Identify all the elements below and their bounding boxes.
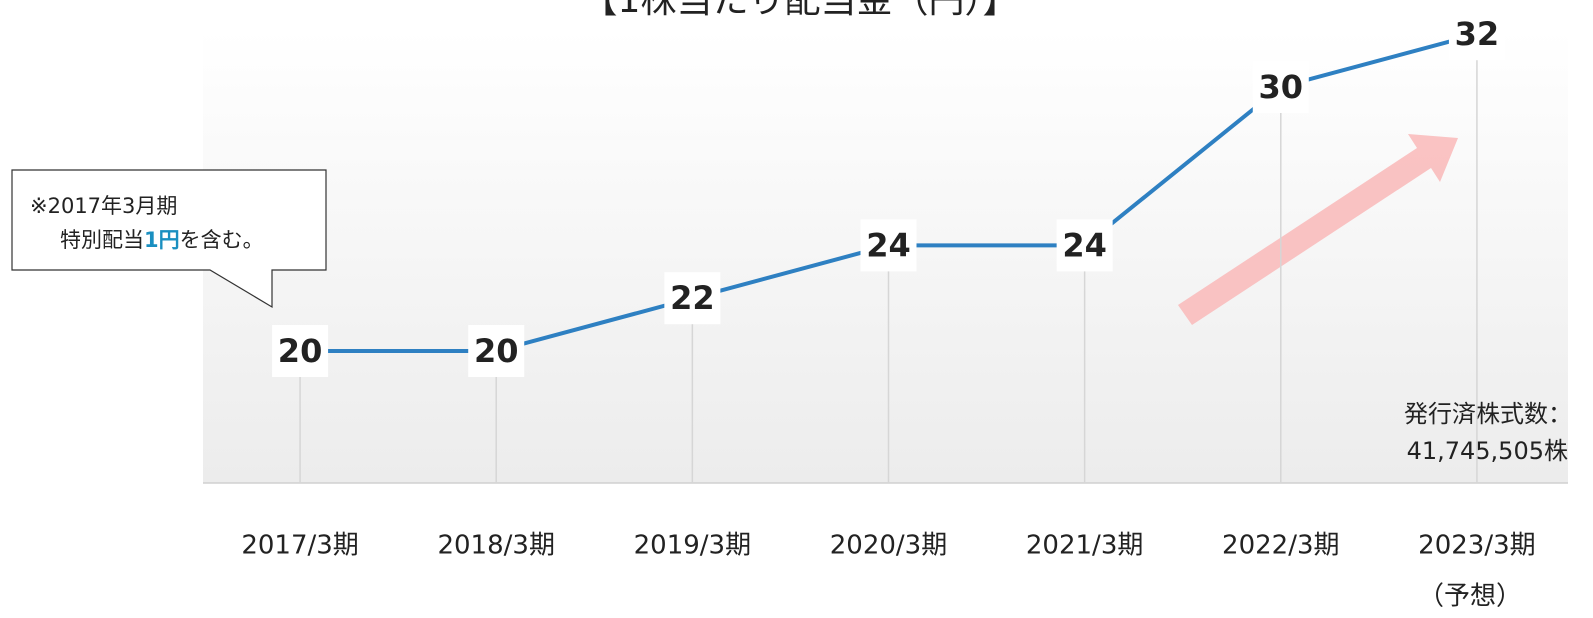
- callout-text: 特別配当: [60, 228, 144, 252]
- chart-title: 【1株当たり配当金（円）】: [582, 0, 1019, 21]
- trend-arrow: [1178, 134, 1458, 325]
- x-tick-label: 2018/3期: [437, 531, 554, 561]
- forecast-label: （予想）: [1418, 582, 1522, 612]
- x-tick-label: 2020/3期: [830, 531, 947, 561]
- x-tick-label: 2021/3期: [1026, 531, 1143, 561]
- label-bg: [272, 325, 329, 377]
- data-label: 30: [1259, 68, 1304, 106]
- x-tick-label: 2017/3期: [241, 531, 358, 561]
- data-label: 20: [278, 332, 323, 370]
- label-bg: [664, 272, 721, 325]
- data-label: 24: [1062, 226, 1107, 264]
- label-bg: [1252, 61, 1309, 113]
- callout-text: を含む。: [180, 228, 264, 252]
- x-tick-label: 2019/3期: [634, 531, 751, 561]
- data-label: 32: [1455, 15, 1500, 53]
- data-label: 22: [670, 279, 715, 317]
- label-bg: [1056, 219, 1113, 272]
- data-label: 24: [866, 226, 911, 264]
- x-tick-label: 2023/3期: [1418, 531, 1535, 561]
- callout-box: [11, 169, 327, 309]
- label-bg: [1448, 8, 1505, 61]
- callout-text: 特別配当1円を含む。: [60, 228, 264, 252]
- data-label: 20: [474, 332, 519, 370]
- label-bg: [468, 325, 525, 377]
- callout-highlight: 1円: [144, 228, 180, 252]
- shares-note: 発行済株式数：: [1404, 400, 1572, 428]
- shares-note: 41,745,505株: [1407, 437, 1568, 465]
- label-bg: [860, 219, 917, 272]
- callout-text: ※2017年3月期: [30, 194, 177, 218]
- x-tick-label: 2022/3期: [1222, 531, 1339, 561]
